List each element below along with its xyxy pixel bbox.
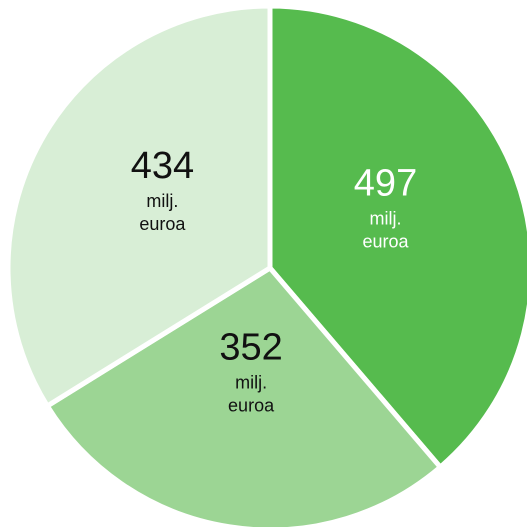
slice-unit-label: euroa — [139, 214, 186, 234]
slice-label-0: 497 milj. euroa — [354, 162, 417, 251]
pie-slice-0 — [267, 3, 527, 470]
slice-unit-label: euroa — [228, 396, 275, 416]
pie-slice-2 — [5, 3, 273, 409]
slice-label-1: 352 milj. euroa — [219, 327, 282, 416]
slice-value-label: 497 — [354, 162, 417, 204]
slice-unit-label: milj. — [235, 373, 267, 393]
slice-value-label: 352 — [219, 327, 282, 369]
slice-unit-label: milj. — [146, 191, 178, 211]
slice-label-2: 434 milj. euroa — [131, 145, 194, 234]
slice-unit-label: milj. — [370, 208, 402, 228]
slice-unit-label: euroa — [362, 231, 409, 251]
slice-value-label: 434 — [131, 145, 194, 187]
